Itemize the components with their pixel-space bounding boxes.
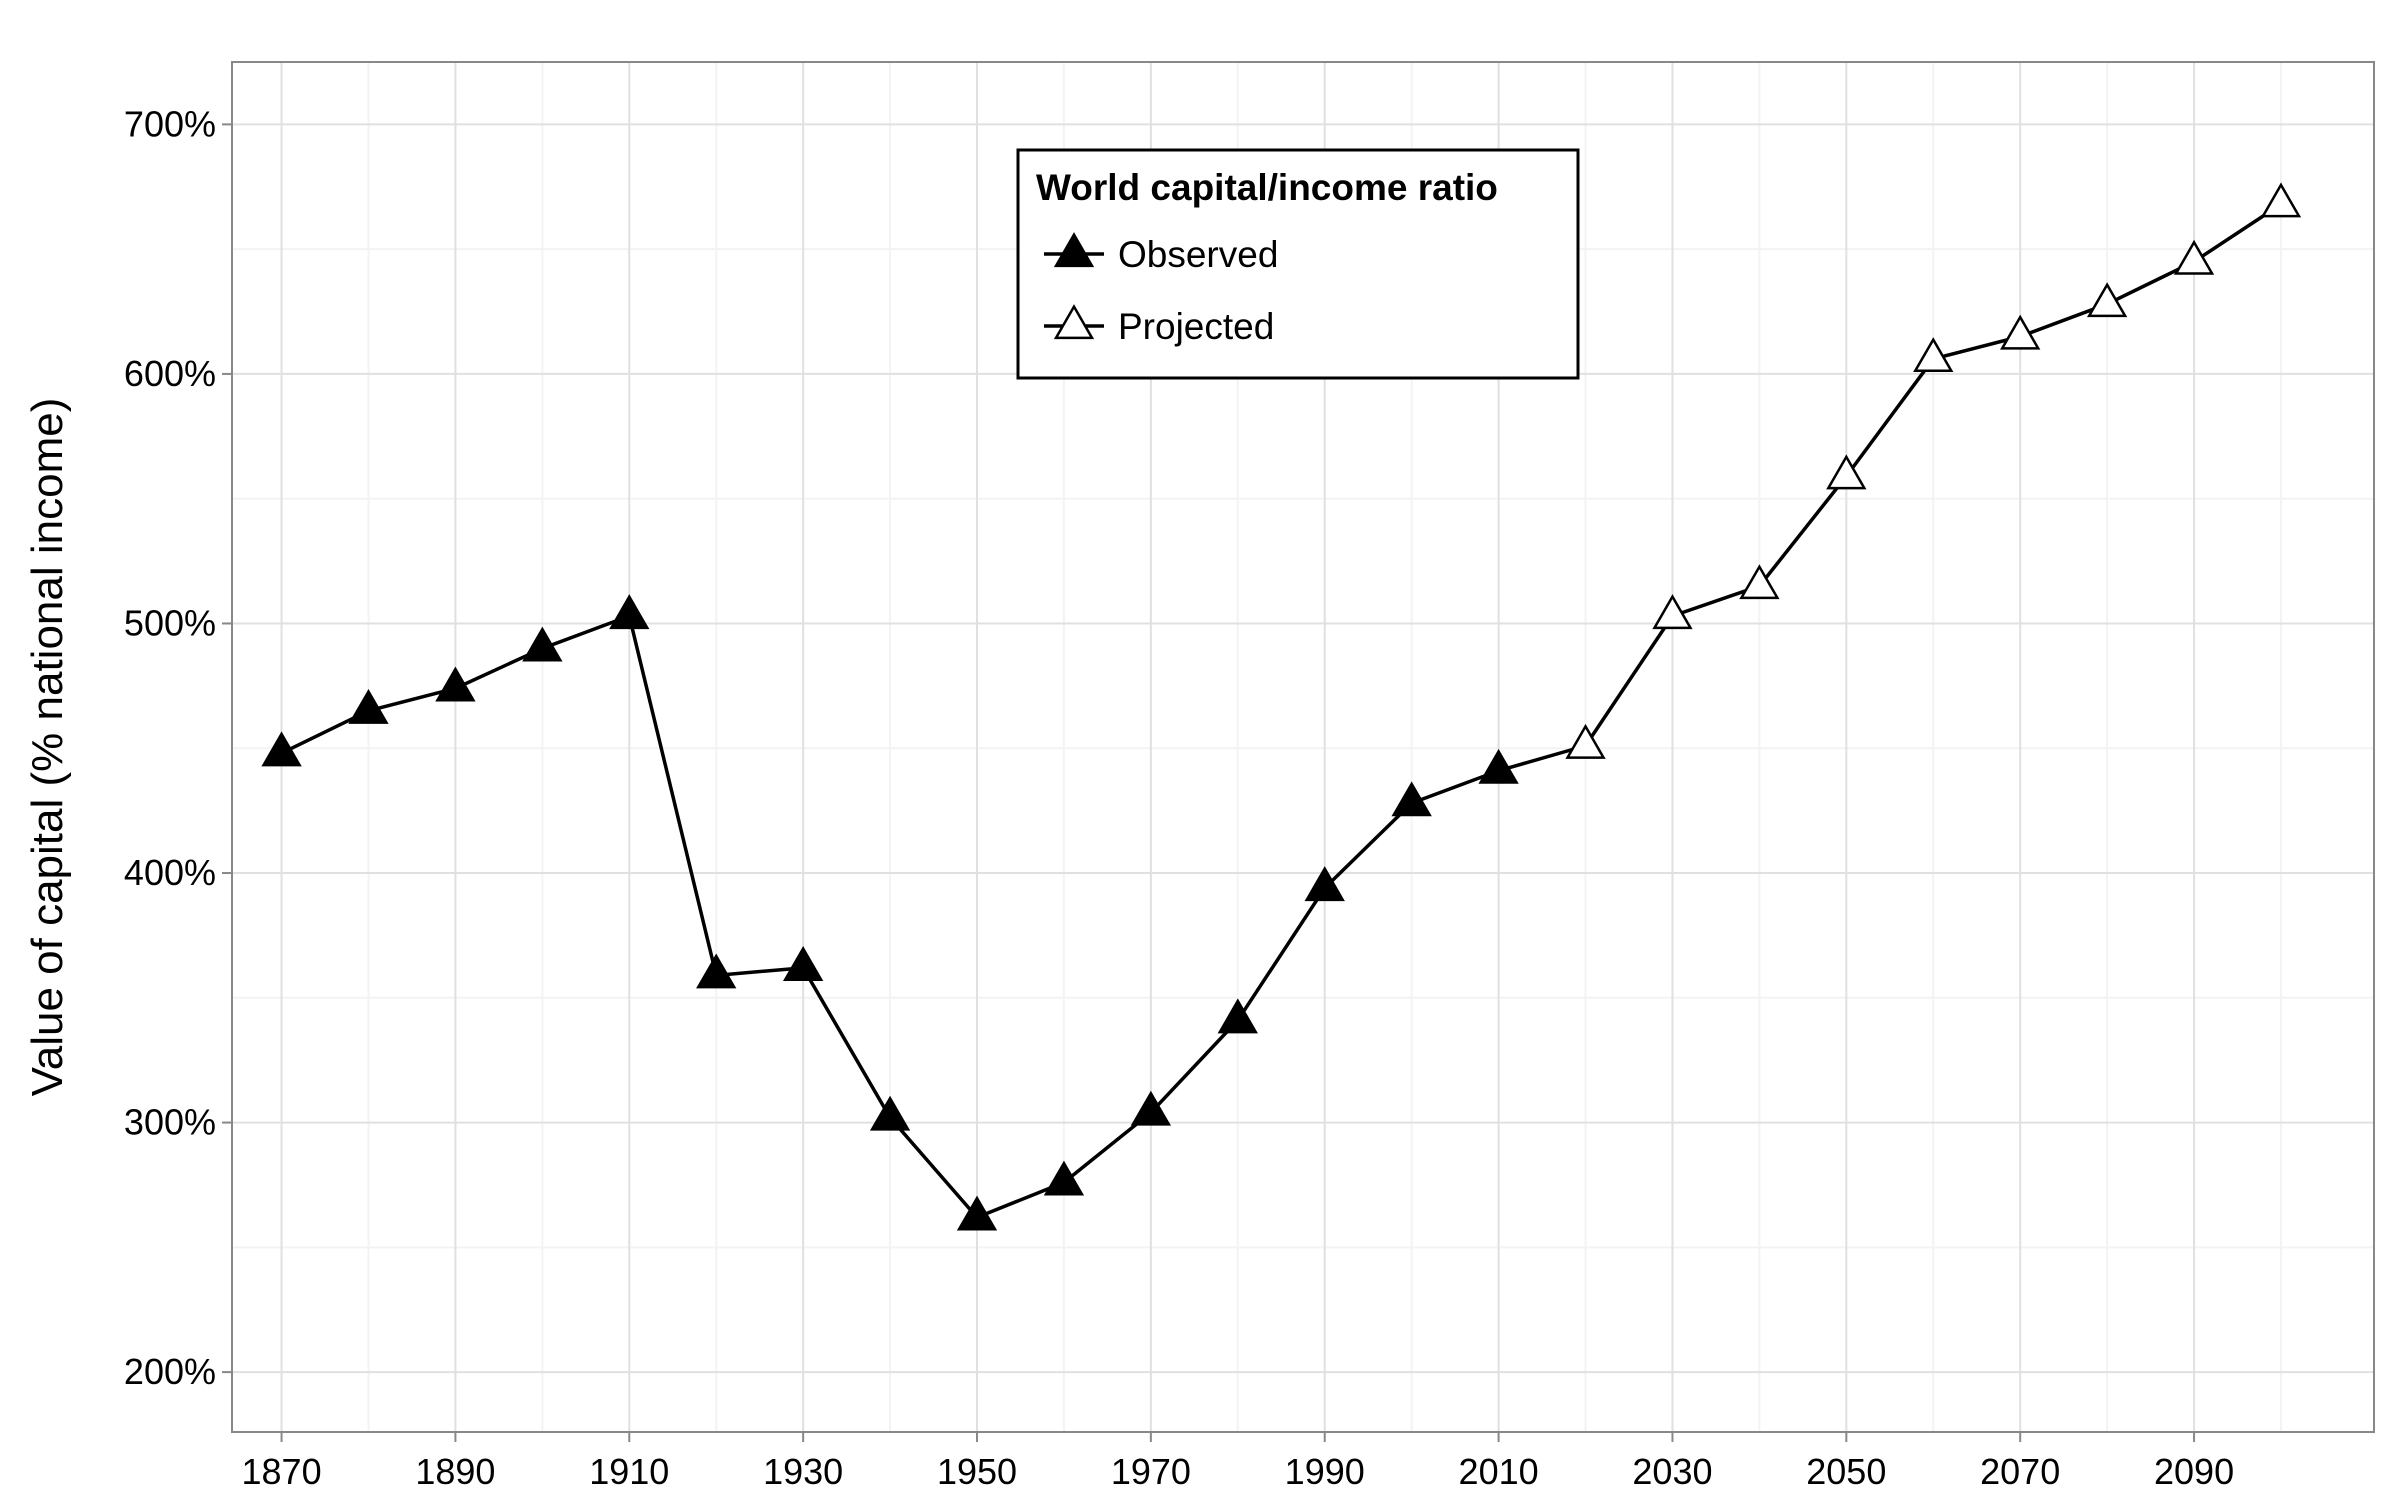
x-tick-label: 1970 xyxy=(1111,1451,1191,1492)
data-point-projected xyxy=(1739,564,1780,600)
y-tick-label: 300% xyxy=(124,1102,216,1143)
data-point-observed xyxy=(696,953,737,989)
legend-key-projected xyxy=(1044,304,1104,340)
y-axis-title: Value of capital (% national income) xyxy=(23,398,72,1097)
data-point-projected xyxy=(1565,723,1606,759)
legend-title: World capital/income ratio xyxy=(1036,167,1498,208)
legend: World capital/income ratio Observed Proj… xyxy=(1016,148,1580,380)
data-point-projected xyxy=(1826,454,1867,490)
data-point-observed xyxy=(609,594,650,630)
x-tick-label: 1870 xyxy=(242,1451,322,1492)
data-point-projected xyxy=(1652,594,1693,630)
x-tick-label: 1950 xyxy=(937,1451,1017,1492)
series-line-projected xyxy=(1498,202,2282,773)
data-point-observed xyxy=(1130,1090,1172,1126)
axis-ticks xyxy=(222,123,2196,1442)
data-point-observed xyxy=(869,1095,911,1131)
data-point-projected xyxy=(2260,182,2302,218)
data-point-observed xyxy=(1304,866,1345,902)
data-point-projected xyxy=(2173,239,2215,275)
data-point-projected xyxy=(2000,314,2041,350)
x-tick-label: 1910 xyxy=(589,1451,669,1492)
x-tick-label: 1890 xyxy=(415,1451,495,1492)
x-tick-label: 2030 xyxy=(1632,1451,1712,1492)
data-point-observed xyxy=(956,1195,998,1231)
data-point-observed xyxy=(522,626,563,662)
legend-key-observed xyxy=(1044,232,1104,268)
x-tick-label: 2050 xyxy=(1806,1451,1886,1492)
x-tick-labels: 1870 1890 1910 1930 1950 1970 1990 2010 2030 2050… xyxy=(242,1451,2235,1492)
x-tick-label: 1990 xyxy=(1285,1451,1365,1492)
x-tick-label: 1930 xyxy=(763,1451,843,1492)
y-tick-label: 200% xyxy=(124,1351,216,1392)
x-tick-label: 2010 xyxy=(1459,1451,1539,1492)
data-point-observed xyxy=(348,688,389,724)
data-point-observed xyxy=(261,731,302,767)
legend-box xyxy=(1016,148,1580,380)
x-tick-label: 2070 xyxy=(1980,1451,2060,1492)
y-tick-label: 400% xyxy=(124,852,216,893)
y-tick-labels: 200% 300% 400% 500% 600% 700% xyxy=(124,103,216,1392)
data-point-projected xyxy=(2086,282,2128,318)
legend-key-marker xyxy=(1053,232,1095,268)
legend-label-observed: Observed xyxy=(1118,234,1278,275)
legend-label-projected: Projected xyxy=(1118,306,1274,347)
data-point-observed xyxy=(1391,781,1432,817)
data-point-observed xyxy=(1043,1160,1085,1196)
x-tick-label: 2090 xyxy=(2154,1451,2234,1492)
data-point-observed xyxy=(1217,998,1258,1034)
data-point-projected xyxy=(1913,337,1954,373)
y-tick-label: 700% xyxy=(124,103,216,144)
legend-key-marker xyxy=(1053,304,1095,340)
data-point-observed xyxy=(435,666,476,702)
y-tick-label: 500% xyxy=(124,602,216,643)
plot-panel-border xyxy=(231,61,2375,1433)
y-tick-label: 600% xyxy=(124,353,216,394)
series-points xyxy=(261,182,2302,1231)
data-point-observed xyxy=(1478,748,1519,784)
data-point-observed xyxy=(782,946,824,981)
